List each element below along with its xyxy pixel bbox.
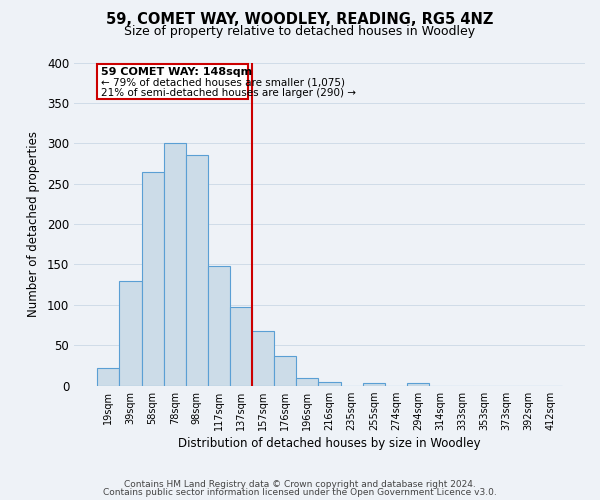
Bar xyxy=(319,382,341,386)
Bar xyxy=(274,356,296,386)
Bar xyxy=(119,280,142,386)
Bar xyxy=(363,384,385,386)
Bar xyxy=(296,378,319,386)
Bar xyxy=(252,331,274,386)
Text: Contains HM Land Registry data © Crown copyright and database right 2024.: Contains HM Land Registry data © Crown c… xyxy=(124,480,476,489)
Bar xyxy=(97,368,119,386)
Bar xyxy=(164,144,186,386)
X-axis label: Distribution of detached houses by size in Woodley: Distribution of detached houses by size … xyxy=(178,437,481,450)
Bar xyxy=(230,306,252,386)
Text: 21% of semi-detached houses are larger (290) →: 21% of semi-detached houses are larger (… xyxy=(101,88,356,98)
Y-axis label: Number of detached properties: Number of detached properties xyxy=(27,131,40,317)
Bar xyxy=(407,384,429,386)
Bar xyxy=(208,266,230,386)
Text: 59 COMET WAY: 148sqm: 59 COMET WAY: 148sqm xyxy=(101,68,252,78)
Bar xyxy=(186,156,208,386)
Bar xyxy=(142,172,164,386)
FancyBboxPatch shape xyxy=(97,64,248,99)
Text: Size of property relative to detached houses in Woodley: Size of property relative to detached ho… xyxy=(124,25,476,38)
Text: Contains public sector information licensed under the Open Government Licence v3: Contains public sector information licen… xyxy=(103,488,497,497)
Text: 59, COMET WAY, WOODLEY, READING, RG5 4NZ: 59, COMET WAY, WOODLEY, READING, RG5 4NZ xyxy=(106,12,494,28)
Text: ← 79% of detached houses are smaller (1,075): ← 79% of detached houses are smaller (1,… xyxy=(101,78,344,88)
